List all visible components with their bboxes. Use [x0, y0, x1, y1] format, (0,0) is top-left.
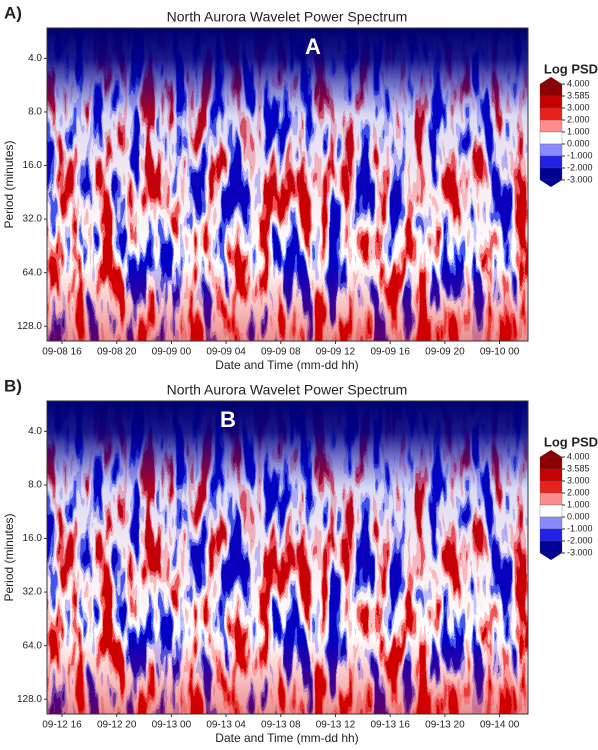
- x-tick-label: 09-12 20: [97, 720, 137, 731]
- colorbar-label: 4.000: [567, 451, 590, 461]
- colorbar-band: [539, 119, 563, 133]
- x-tick-label: 09-09 08: [261, 347, 301, 358]
- x-tick-label: 09-13 12: [316, 720, 356, 731]
- colorbar-band: [539, 83, 563, 97]
- x-tick-label: 09-13 08: [261, 720, 301, 731]
- y-tick-label: 128.0: [17, 321, 42, 332]
- y-tick-label: 16.0: [23, 533, 43, 544]
- x-tick-label: 09-09 04: [206, 347, 246, 358]
- spectrum-shading: [47, 28, 528, 341]
- x-tick-label: 09-08 16: [42, 347, 82, 358]
- colorbar-band: [539, 95, 563, 109]
- colorbar-label: -3.000: [567, 547, 593, 557]
- colorbar-extend-bottom: [540, 180, 562, 187]
- x-tick-label: 09-13 16: [370, 720, 410, 731]
- colorbar-band: [539, 107, 563, 121]
- colorbar-band: [539, 540, 563, 554]
- x-tick-label: 09-08 20: [97, 347, 137, 358]
- colorbar-label: 0.000: [567, 511, 590, 521]
- colorbar-band: [539, 155, 563, 169]
- y-tick-label: 16.0: [23, 160, 43, 171]
- colorbar-band: [539, 468, 563, 482]
- y-tick-label: 4.0: [28, 53, 42, 64]
- colorbar-title: Log PSD: [544, 434, 598, 449]
- colorbar-band: [539, 131, 563, 145]
- colorbar-label: -1.000: [567, 150, 593, 160]
- colorbar-band: [539, 516, 563, 530]
- y-tick-label: 128.0: [17, 694, 42, 705]
- x-tick-label: 09-12 16: [42, 720, 82, 731]
- colorbar-label: 1.000: [567, 126, 590, 136]
- x-axis-label: Date and Time (mm-dd hh): [215, 731, 358, 745]
- panel-annotation: B: [220, 407, 236, 432]
- y-tick-label: 32.0: [23, 587, 43, 598]
- colorbar-label: 3.585: [567, 463, 590, 473]
- y-axis-label: Period (minutes): [2, 513, 16, 601]
- colorbar-label: 3.000: [567, 102, 590, 112]
- colorbar-band: [539, 456, 563, 470]
- x-tick-label: 09-09 00: [152, 347, 192, 358]
- plot-frame: [46, 27, 529, 342]
- colorbar-band: [539, 143, 563, 157]
- x-tick-label: 09-13 00: [152, 720, 192, 731]
- colorbar-extend-top: [540, 77, 562, 84]
- spectrum-shading: [47, 401, 528, 714]
- colorbar-label: 0.000: [567, 138, 590, 148]
- x-tick-label: 09-14 00: [480, 720, 520, 731]
- panel-label: B): [4, 376, 22, 395]
- x-tick-label: 09-09 12: [316, 347, 356, 358]
- colorbar-extend-top: [540, 450, 562, 457]
- y-tick-label: 8.0: [28, 107, 42, 118]
- colorbar-label: -3.000: [567, 174, 593, 184]
- colorbar-label: -2.000: [567, 162, 593, 172]
- panel-label: A): [4, 3, 22, 22]
- x-axis-label: Date and Time (mm-dd hh): [215, 358, 358, 372]
- chart-title: North Aurora Wavelet Power Spectrum: [167, 9, 408, 25]
- panel: A) North Aurora Wavelet Power Spectrum A 4.…: [2, 3, 598, 372]
- plot-frame: [46, 400, 529, 715]
- colorbar-label: 3.585: [567, 90, 590, 100]
- x-tick-label: 09-13 04: [206, 720, 246, 731]
- y-axis-label: Period (minutes): [2, 140, 16, 228]
- colorbar-band: [539, 480, 563, 494]
- colorbar-band: [539, 167, 563, 181]
- colorbar-label: 2.000: [567, 487, 590, 497]
- y-tick-label: 64.0: [23, 267, 43, 278]
- chart-title: North Aurora Wavelet Power Spectrum: [167, 382, 408, 398]
- x-tick-label: 09-10 00: [480, 347, 520, 358]
- colorbar-label: -1.000: [567, 523, 593, 533]
- y-tick-label: 32.0: [23, 214, 43, 225]
- colorbar-band: [539, 504, 563, 518]
- panel-annotation: A: [305, 34, 321, 59]
- x-tick-label: 09-13 20: [425, 720, 465, 731]
- y-tick-label: 4.0: [28, 426, 42, 437]
- panel: B) North Aurora Wavelet Power Spectrum B 4.…: [2, 376, 598, 745]
- colorbar-extend-bottom: [540, 553, 562, 560]
- colorbar-band: [539, 528, 563, 542]
- y-tick-label: 64.0: [23, 640, 43, 651]
- colorbar-label: 2.000: [567, 114, 590, 124]
- colorbar-label: 3.000: [567, 475, 590, 485]
- colorbar-label: -2.000: [567, 535, 593, 545]
- colorbar-band: [539, 492, 563, 506]
- colorbar-title: Log PSD: [544, 61, 598, 76]
- colorbar-label: 4.000: [567, 78, 590, 88]
- colorbar-label: 1.000: [567, 499, 590, 509]
- x-tick-label: 09-09 20: [425, 347, 465, 358]
- y-tick-label: 8.0: [28, 480, 42, 491]
- x-tick-label: 09-09 16: [370, 347, 410, 358]
